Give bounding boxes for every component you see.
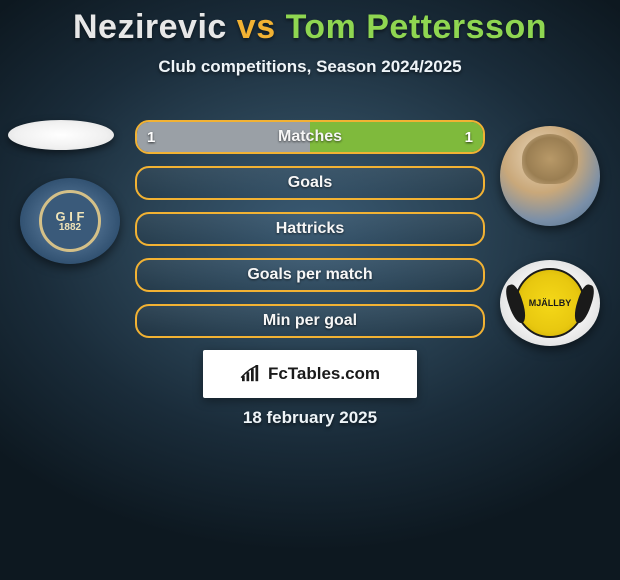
crest-left-line2: 1882 [59,223,81,233]
fctables-logo: FcTables.com [203,350,417,398]
crest-left-line1: G I F [56,210,85,223]
subtitle: Club competitions, Season 2024/2025 [0,57,620,77]
crest-left-inner: G I F 1882 [39,190,101,252]
stat-row: Min per goal [135,304,485,338]
player2-avatar [500,126,600,226]
date-label: 18 february 2025 [0,408,620,428]
stat-label: Goals [288,174,332,192]
stat-row: Goals per match [135,258,485,292]
stat-value-right: 1 [465,129,473,146]
vs-text: vs [237,8,276,46]
stat-row: Goals [135,166,485,200]
player1-name: Nezirevic [73,8,227,46]
player1-club-crest: G I F 1882 [20,178,120,264]
bar-chart-icon [240,365,262,383]
stat-label: Goals per match [247,266,372,284]
stat-row: 1 1 Matches [135,120,485,154]
player1-avatar [8,120,114,150]
stat-value-left: 1 [147,129,155,146]
crest-right-text: MJÄLLBY [529,298,572,308]
stat-row: Hattricks [135,212,485,246]
logo-text: FcTables.com [268,364,380,384]
stat-label: Matches [278,128,342,146]
stat-label: Min per goal [263,312,357,330]
comparison-title: Nezirevic vs Tom Pettersson [0,0,620,47]
player2-name: Tom Pettersson [286,8,547,46]
crest-right-inner: MJÄLLBY [515,268,585,338]
player2-club-crest: MJÄLLBY [500,260,600,346]
stats-container: 1 1 Matches Goals Hattricks Goals per match Mi… [135,120,485,350]
stat-label: Hattricks [276,220,344,238]
